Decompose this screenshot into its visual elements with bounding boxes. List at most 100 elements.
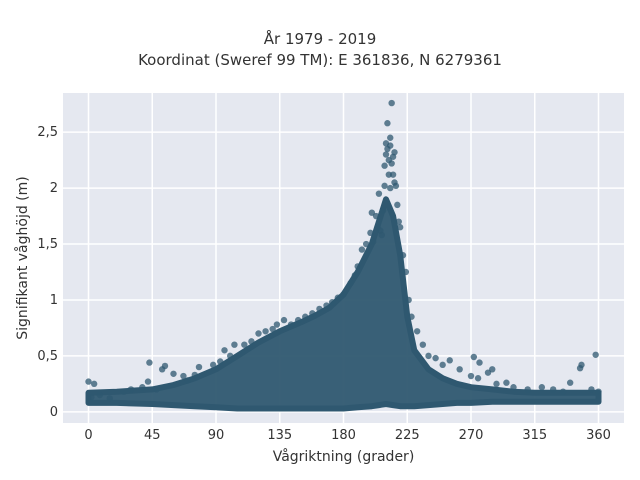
data-point — [392, 182, 400, 190]
data-point — [180, 372, 187, 380]
data-point — [161, 362, 169, 370]
data-point — [578, 361, 585, 369]
data-point — [221, 347, 228, 354]
data-point — [85, 378, 92, 385]
data-point — [379, 207, 387, 214]
data-point — [394, 201, 401, 209]
data-point — [170, 370, 177, 377]
x-tick-label: 315 — [522, 428, 547, 443]
data-point — [588, 386, 595, 393]
data-point — [302, 313, 309, 320]
data-point — [88, 394, 95, 401]
data-point — [195, 363, 203, 371]
data-point — [139, 384, 146, 391]
data-point — [316, 305, 323, 313]
data-point — [456, 366, 463, 373]
data-point — [255, 330, 262, 337]
data-point — [467, 372, 475, 380]
data-point — [439, 361, 446, 369]
data-point — [382, 151, 390, 158]
x-axis-label: Vågriktning (grader) — [273, 448, 415, 465]
data-point — [340, 291, 347, 298]
axes: 0 45 90 135 180 225 270 315 360 0 0,5 1 1,5 2 2,5 — [37, 125, 611, 443]
data-point — [559, 388, 567, 395]
y-tick-label: 0,5 — [37, 349, 58, 364]
data-point — [358, 246, 366, 253]
data-point — [248, 338, 255, 345]
data-point — [396, 224, 404, 231]
data-point — [323, 302, 330, 309]
data-point — [153, 386, 160, 393]
data-point — [387, 184, 394, 192]
data-point — [378, 231, 385, 239]
data-point — [419, 341, 427, 348]
data-point — [241, 341, 248, 348]
y-tick-label: 1,5 — [37, 237, 58, 252]
x-tick-label: 45 — [144, 428, 161, 443]
data-point — [399, 252, 407, 259]
data-point — [309, 310, 316, 317]
data-layer — [85, 99, 602, 412]
data-point — [273, 321, 281, 328]
data-point — [389, 171, 397, 178]
data-point — [493, 380, 500, 388]
data-point — [367, 229, 374, 237]
data-point — [209, 361, 217, 369]
data-point — [425, 352, 432, 360]
data-point — [405, 296, 412, 304]
data-point — [96, 391, 104, 399]
data-point — [184, 377, 191, 384]
data-point — [592, 351, 599, 358]
data-point — [503, 379, 510, 386]
data-point — [354, 263, 361, 270]
data-point — [262, 328, 269, 335]
data-point — [566, 379, 574, 386]
x-tick-label: 0 — [84, 428, 92, 443]
chart-subtitle: Koordinat (Sweref 99 TM): E 361836, N 62… — [138, 51, 502, 69]
data-point — [370, 238, 377, 245]
data-point — [470, 353, 478, 361]
data-point — [351, 272, 359, 279]
x-tick-label: 270 — [459, 428, 484, 443]
y-tick-label: 0 — [50, 405, 58, 420]
data-point — [191, 371, 198, 379]
data-point — [476, 359, 483, 366]
data-point — [226, 352, 234, 360]
data-point — [538, 384, 546, 391]
data-point — [432, 354, 439, 362]
data-point — [120, 388, 128, 395]
data-point — [381, 182, 388, 190]
x-tick-label: 135 — [267, 428, 292, 443]
data-point — [328, 298, 336, 306]
data-point — [446, 357, 453, 364]
point-cloud — [85, 196, 602, 412]
data-point — [362, 240, 370, 248]
x-tick-label: 180 — [331, 428, 356, 443]
data-point — [595, 388, 602, 395]
data-point — [402, 268, 410, 276]
y-tick-label: 2 — [50, 181, 58, 196]
y-tick-label: 2,5 — [37, 125, 58, 140]
data-point — [231, 341, 238, 348]
data-point — [524, 386, 531, 393]
data-point — [334, 294, 342, 301]
data-point — [388, 99, 395, 107]
data-point — [474, 375, 482, 382]
x-tick-label: 225 — [395, 428, 420, 443]
data-point — [391, 149, 398, 156]
data-point — [387, 142, 394, 149]
data-point — [287, 321, 295, 328]
data-point — [106, 395, 113, 402]
data-point — [489, 366, 496, 373]
x-tick-label: 360 — [586, 428, 611, 443]
data-point — [372, 212, 380, 220]
data-point — [280, 316, 288, 324]
chart-title: År 1979 - 2019 — [263, 30, 377, 48]
data-point — [384, 120, 391, 127]
data-point — [269, 325, 276, 333]
data-point — [144, 378, 152, 385]
y-axis-label: Signifikant våghöjd (m) — [14, 176, 31, 339]
data-point — [510, 384, 517, 391]
